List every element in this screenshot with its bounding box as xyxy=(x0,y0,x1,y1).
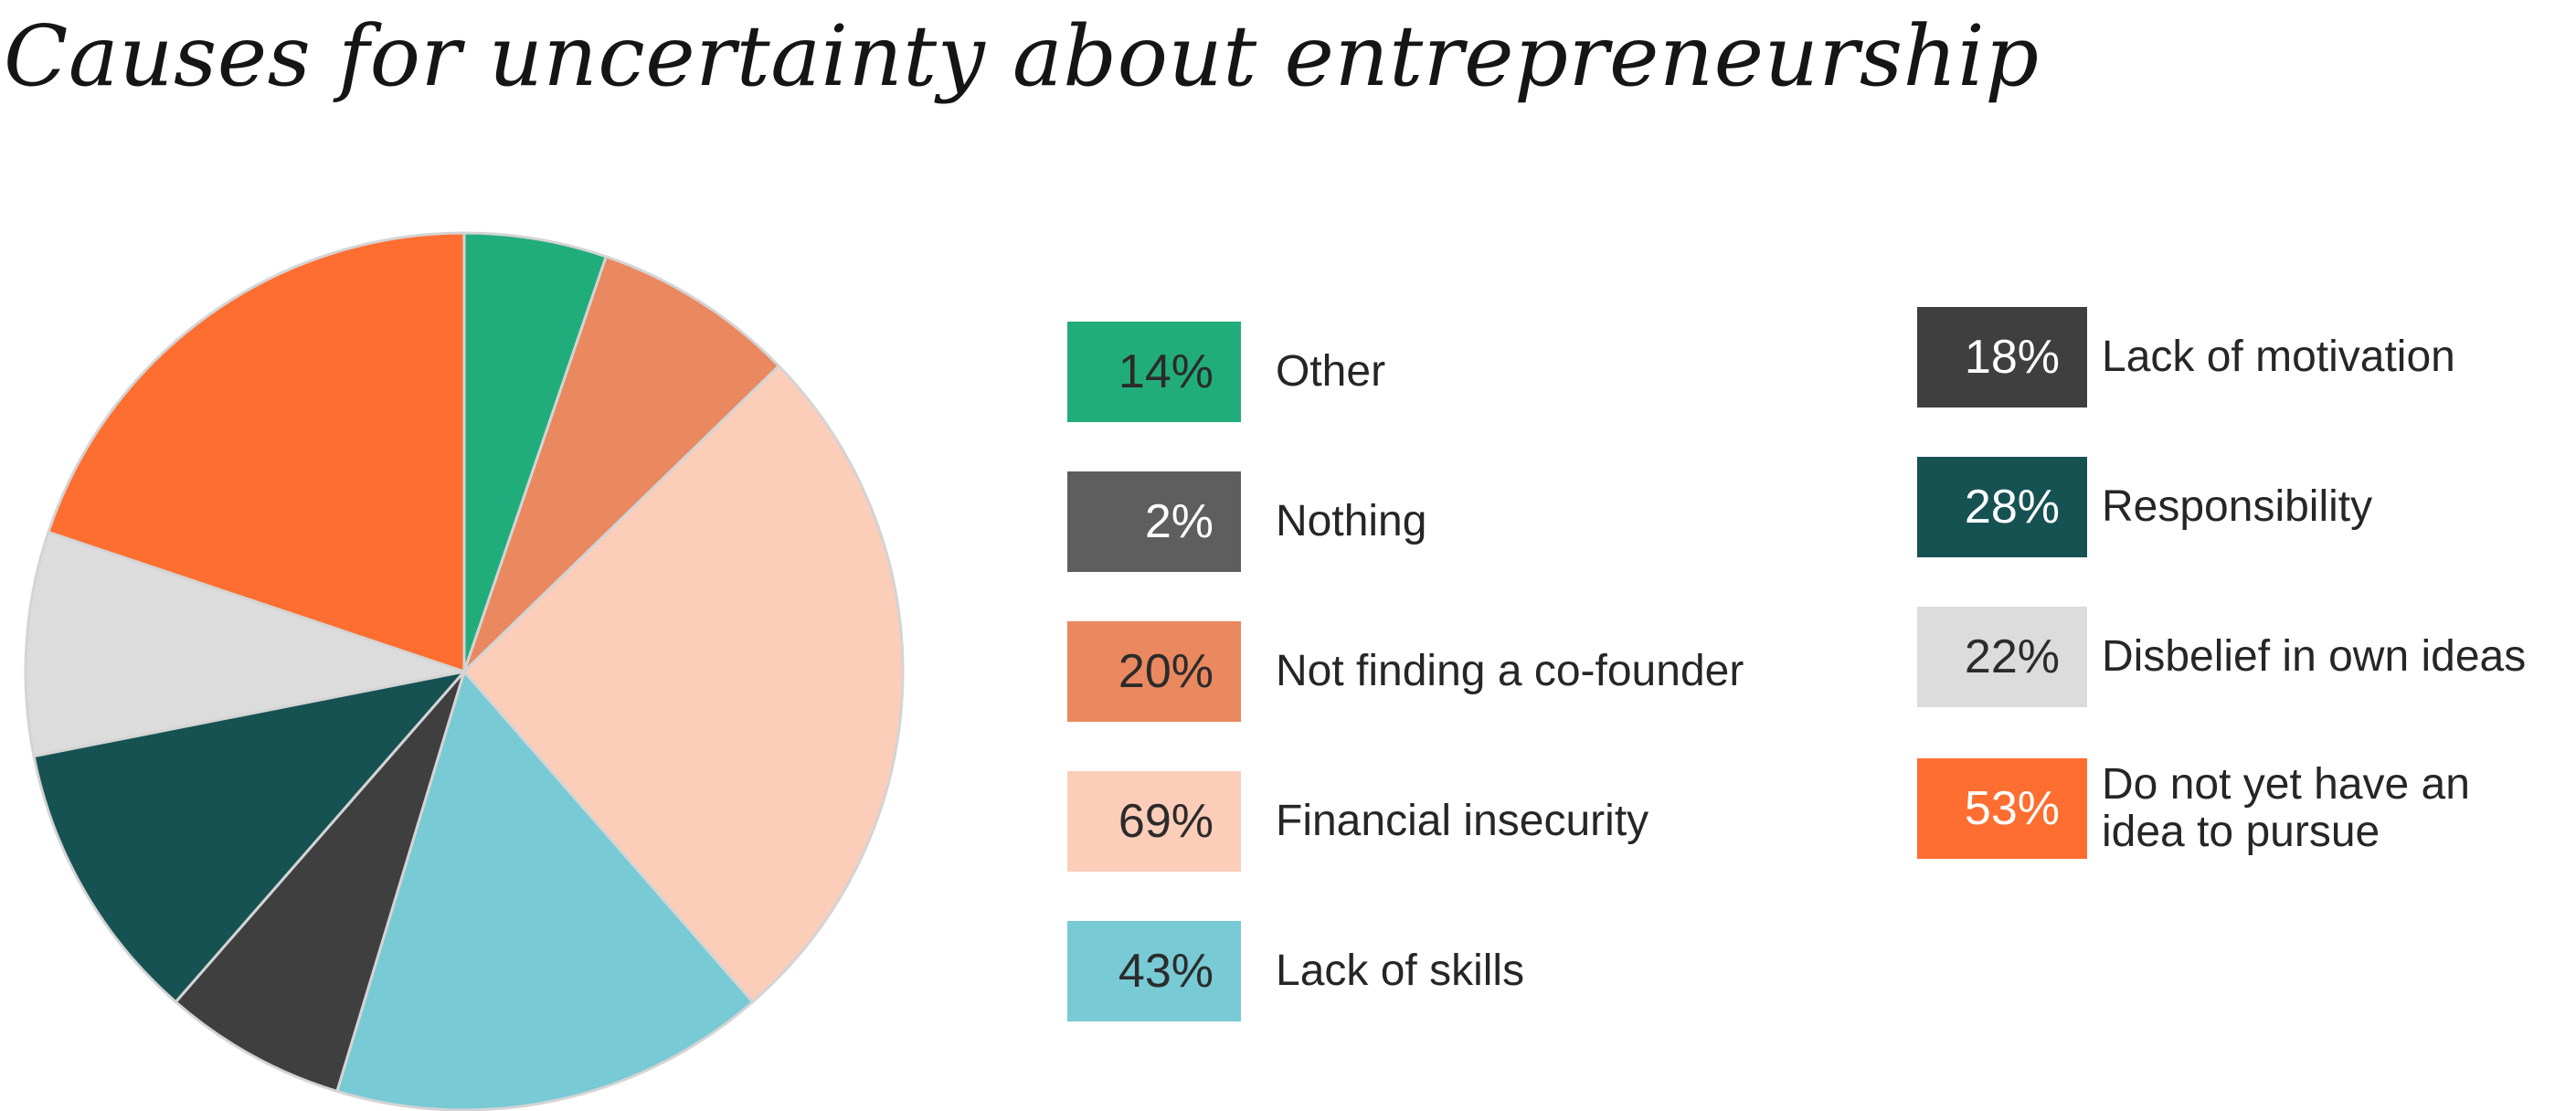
legend-swatch: 18% xyxy=(1917,307,2087,407)
legend-label: Responsibility xyxy=(2102,482,2373,531)
legend-label: Do not yet have an idea to pursue xyxy=(2102,760,2470,856)
legend-swatch: 69% xyxy=(1067,771,1241,872)
legend-swatch: 43% xyxy=(1067,921,1241,1021)
legend-swatch: 14% xyxy=(1067,322,1241,422)
legend-label: Not finding a co-founder xyxy=(1276,647,1744,695)
legend-swatch: 20% xyxy=(1067,621,1241,722)
legend-swatch: 22% xyxy=(1917,607,2087,707)
pie-slice-5 xyxy=(32,670,466,1004)
pie-slice-0 xyxy=(462,231,608,673)
legend-swatch: 53% xyxy=(1917,758,2087,859)
legend-label: Nothing xyxy=(1276,497,1427,545)
legend-label: Other xyxy=(1276,347,1386,396)
legend-swatch: 2% xyxy=(1067,471,1241,572)
legend-label: Disbelief in own ideas xyxy=(2102,632,2527,681)
pie-slice-2 xyxy=(462,365,905,1004)
pie-slice-3 xyxy=(335,670,755,1111)
legend-swatch: 28% xyxy=(1917,457,2087,557)
legend-label: Lack of motivation xyxy=(2102,333,2455,381)
pie-slice-6 xyxy=(24,530,466,758)
pie-slice-4 xyxy=(174,670,466,1093)
pie-slice-7 xyxy=(47,231,466,673)
legend-label: Lack of skills xyxy=(1276,947,1525,995)
chart-title: Causes for uncertainty about entrepreneu… xyxy=(4,7,2040,105)
pie-chart xyxy=(24,231,905,1111)
pie-slice-1 xyxy=(462,255,780,673)
legend-label: Financial insecurity xyxy=(1276,797,1649,845)
